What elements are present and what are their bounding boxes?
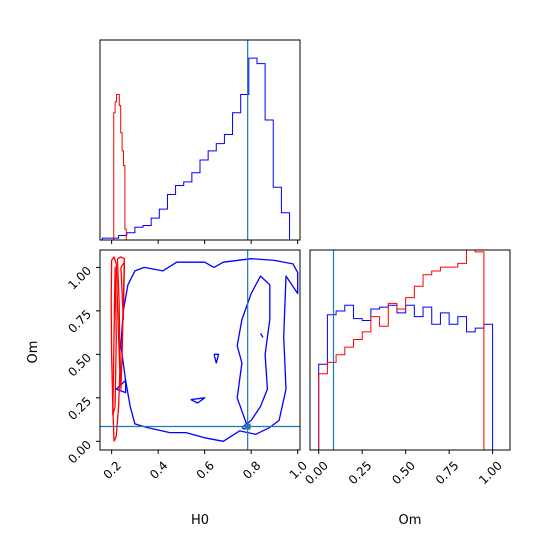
contour-line xyxy=(120,261,126,321)
y-tick-label: 0.75 xyxy=(65,307,94,336)
contour-line xyxy=(116,256,126,390)
contour-line xyxy=(110,256,121,442)
x-tick-label: 0.4 xyxy=(147,458,170,481)
x-axis-label-h0: H0 xyxy=(191,513,209,528)
x-tick-label: 0.6 xyxy=(194,458,217,481)
axes-frame xyxy=(309,249,511,451)
contour-line xyxy=(259,333,264,338)
histogram-series xyxy=(112,94,128,240)
y-tick-label: 0.25 xyxy=(65,394,94,423)
x-tick-label: 0.2 xyxy=(101,458,124,481)
histogram-series xyxy=(318,304,502,450)
axes-frame xyxy=(99,249,301,451)
y-tick-label: 1.00 xyxy=(65,264,94,293)
contour-line xyxy=(120,258,299,442)
x-tick-label: 0.75 xyxy=(433,458,462,487)
contour-line xyxy=(190,397,206,404)
x-tick-label: 0.8 xyxy=(240,458,263,481)
y-tick-label: 0.50 xyxy=(65,351,94,380)
histogram-series xyxy=(101,57,298,240)
x-tick-label: 1.00 xyxy=(476,458,505,487)
x-tick-label: 0.50 xyxy=(389,458,418,487)
axes-frame xyxy=(99,39,301,241)
truth-point xyxy=(244,423,251,430)
histogram-series xyxy=(318,250,493,450)
contour-line xyxy=(236,275,271,425)
x-tick-label: 0.25 xyxy=(346,458,375,487)
panel-om-histogram: 0.00 0.25 0.50 0.75 1.00 Om xyxy=(302,249,511,528)
x-tick-label: 0.00 xyxy=(302,458,331,487)
panel-h0-histogram xyxy=(99,39,301,244)
contour-line xyxy=(213,353,220,364)
x-axis-label-om: Om xyxy=(399,513,422,528)
y-axis-label-om: Om xyxy=(26,341,41,364)
y-tick-label: 0.00 xyxy=(65,438,94,467)
contour-line xyxy=(112,266,117,416)
